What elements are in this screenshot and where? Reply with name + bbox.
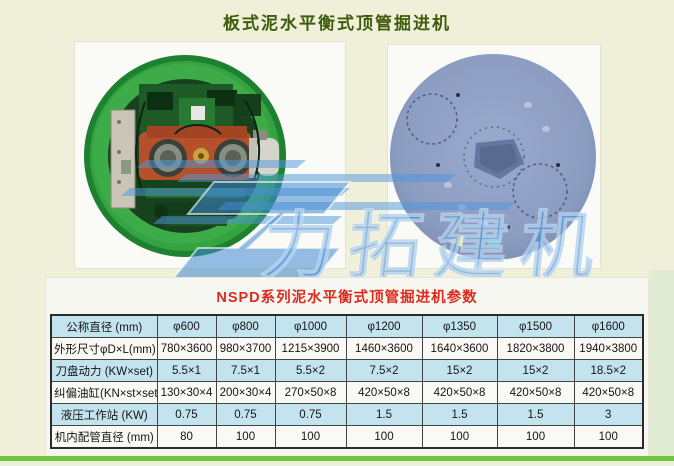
bottom-green-line	[0, 456, 674, 461]
cutter-head-illustration	[304, 0, 674, 346]
table-row: 机内配管直径 (mm) 80 100 100 100 100 100 100	[50, 425, 644, 449]
table-row: 纠偏油缸(KN×st×set) 130×30×4 200×30×4 270×50…	[50, 381, 644, 404]
table-cell: 780×3600	[156, 337, 217, 360]
table-cell: 3	[573, 403, 644, 426]
table-cell: 1215×3900	[274, 337, 347, 360]
table-cell: 1640×3600	[421, 337, 498, 360]
table-row: 外形尺寸φD×L(mm) 780×3600 980×3700 1215×3900…	[50, 337, 644, 360]
table-cell: 1.5	[421, 403, 498, 426]
row-label: 机内配管直径 (mm)	[50, 425, 158, 449]
table-cell: 1.5	[345, 403, 423, 426]
table-cell: φ1200	[345, 314, 423, 338]
row-label: 纠偏油缸(KN×st×set)	[50, 381, 158, 404]
row-label: 公称直径 (mm)	[50, 314, 158, 338]
table-cell: φ1500	[496, 314, 575, 338]
table-cell: 0.75	[156, 403, 217, 426]
spec-panel: NSPD系列泥水平衡式顶管掘进机参数 公称直径 (mm) φ600 φ800 φ…	[46, 278, 648, 456]
table-cell: 5.5×2	[274, 359, 347, 382]
cutter-head-photo	[304, 0, 674, 346]
machine-body-photo	[75, 42, 345, 268]
table-cell: 420×50×8	[496, 381, 575, 404]
table-cell: 420×50×8	[573, 381, 644, 404]
table-row: 液压工作站 (KW) 0.75 0.75 0.75 1.5 1.5 1.5 3	[50, 403, 644, 426]
table-cell: φ800	[215, 314, 276, 338]
bottom-margin-strip	[0, 461, 674, 466]
table-cell: 420×50×8	[421, 381, 498, 404]
row-label: 外形尺寸φD×L(mm)	[50, 337, 158, 360]
table-cell: 100	[421, 425, 498, 449]
table-cell: 270×50×8	[274, 381, 347, 404]
table-cell: 80	[156, 425, 217, 449]
table-cell: φ1000	[274, 314, 347, 338]
table-cell: 100	[215, 425, 276, 449]
table-cell: φ1600	[573, 314, 644, 338]
table-cell: 1940×3800	[573, 337, 644, 360]
row-label: 刀盘动力 (KW×set)	[50, 359, 158, 382]
table-cell: φ600	[156, 314, 217, 338]
machine-body-illustration	[84, 55, 286, 257]
table-row: 刀盘动力 (KW×set) 5.5×1 7.5×1 5.5×2 7.5×2 15…	[50, 359, 644, 382]
table-cell: 1460×3600	[345, 337, 423, 360]
table-cell: 200×30×4	[215, 381, 276, 404]
table-cell: 100	[274, 425, 347, 449]
table-cell: 7.5×2	[345, 359, 423, 382]
table-cell: 1.5	[496, 403, 575, 426]
table-cell: 5.5×1	[156, 359, 217, 382]
table-cell: 15×2	[496, 359, 575, 382]
table-cell: 100	[573, 425, 644, 449]
row-label: 液压工作站 (KW)	[50, 403, 158, 426]
spec-table-title: NSPD系列泥水平衡式顶管掘进机参数	[216, 290, 478, 306]
spec-table: 公称直径 (mm) φ600 φ800 φ1000 φ1200 φ1350 φ1…	[50, 314, 644, 449]
table-cell: 1820×3800	[496, 337, 575, 360]
table-cell: φ1350	[421, 314, 498, 338]
table-row: 公称直径 (mm) φ600 φ800 φ1000 φ1200 φ1350 φ1…	[50, 314, 644, 338]
right-margin-strip	[649, 270, 674, 466]
table-cell: 18.5×2	[573, 359, 644, 382]
table-cell: 0.75	[274, 403, 347, 426]
table-cell: 0.75	[215, 403, 276, 426]
table-cell: 15×2	[421, 359, 498, 382]
table-cell: 980×3700	[215, 337, 276, 360]
table-cell: 420×50×8	[345, 381, 423, 404]
table-cell: 100	[496, 425, 575, 449]
page-title: 板式泥水平衡式顶管掘进机	[223, 14, 451, 33]
table-cell: 130×30×4	[156, 381, 217, 404]
table-cell: 100	[345, 425, 423, 449]
table-cell: 7.5×1	[215, 359, 276, 382]
